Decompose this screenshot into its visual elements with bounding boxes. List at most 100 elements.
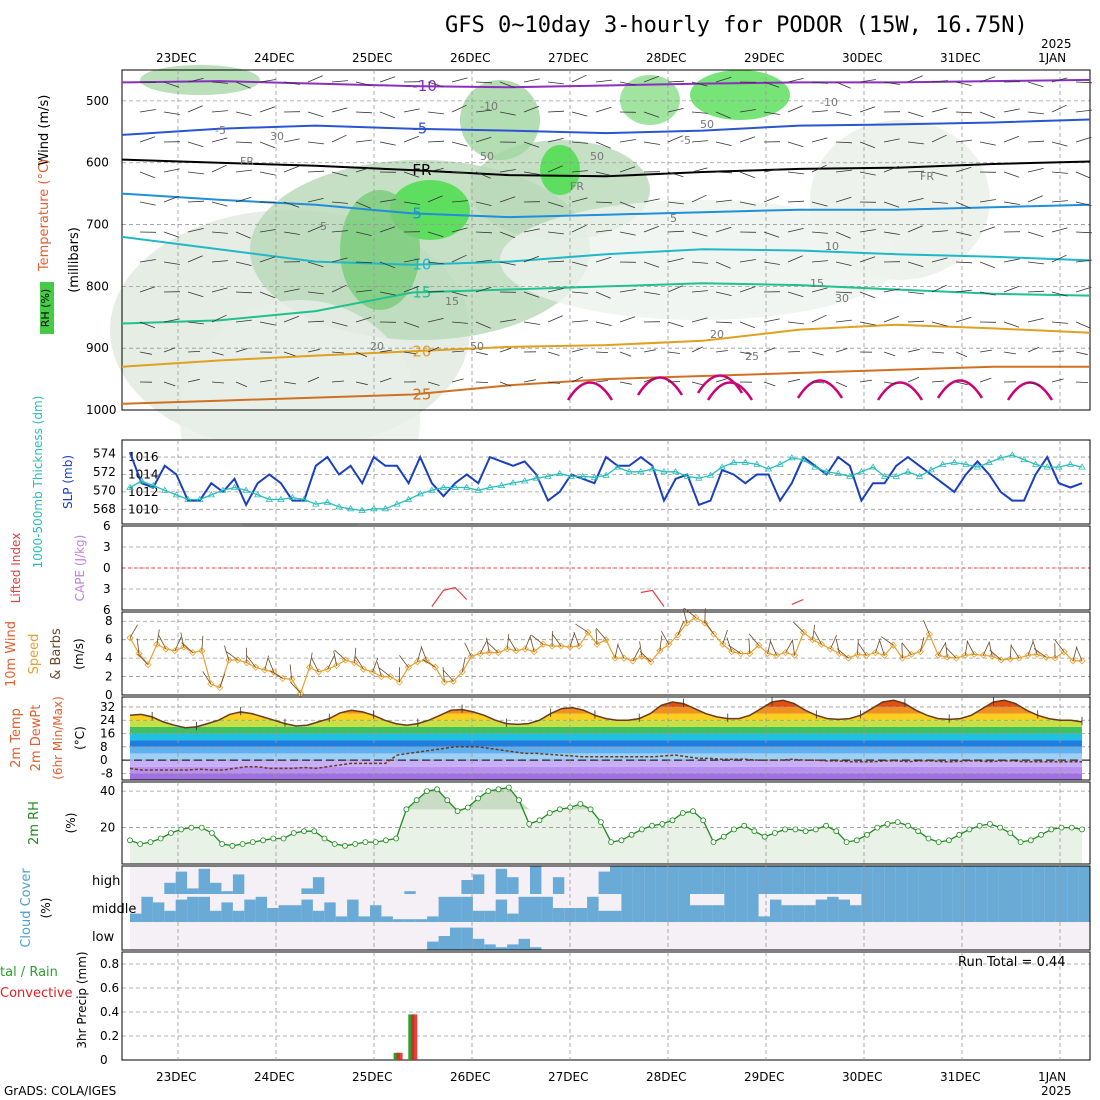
wind-barb [311, 658, 319, 673]
rh-point [1038, 831, 1044, 838]
cloud-empty [541, 922, 554, 950]
wind-barb [691, 140, 708, 143]
cloud-cell-high [404, 891, 417, 894]
wind-point [1024, 651, 1032, 659]
wind-barb [715, 321, 733, 324]
wind-barb [632, 647, 641, 662]
wind-barb [811, 137, 828, 143]
date-label-top: 28DEC [646, 51, 686, 65]
wind-barb [355, 201, 371, 209]
cloud-cell-middle [1055, 894, 1068, 922]
wind-point [395, 678, 403, 686]
isotherm-5 [121, 192, 1091, 219]
temp-band [130, 726, 1082, 734]
cloud-empty [484, 922, 497, 950]
wind-barb [235, 111, 252, 116]
cloud-empty [347, 922, 359, 950]
rh-point [782, 826, 788, 833]
wind-point [368, 668, 377, 676]
wind-barb [201, 635, 204, 651]
cloud-empty [335, 866, 348, 894]
rh-shading [500, 200, 900, 320]
temp-tick: 0 [100, 753, 108, 767]
rh-point [280, 835, 287, 842]
wind-barb [163, 381, 176, 387]
wind-barb [355, 261, 373, 264]
cloud-cell-middle [838, 899, 851, 922]
wind-barb [1051, 321, 1068, 324]
cloud-empty [278, 922, 291, 950]
date-label-bottom: 1JAN [1038, 1070, 1066, 1084]
wind-barb [907, 170, 925, 173]
wind-barb [211, 137, 228, 143]
cloud-cell-high [530, 866, 542, 894]
date-label-bottom: 24DEC [254, 1070, 294, 1084]
cloud-cell-high [301, 888, 314, 894]
wind-point [171, 647, 179, 655]
cloud-empty [1010, 922, 1022, 950]
wind-barb [883, 351, 896, 357]
wind-barb [715, 226, 732, 233]
cloud-cell-middle [758, 916, 771, 922]
wind-barb [1032, 639, 1038, 655]
rh-point [301, 828, 307, 835]
thickness-point [950, 458, 959, 465]
wind-barb [259, 141, 276, 149]
wind-barb [187, 321, 204, 325]
wind-barb [499, 231, 516, 239]
cloud-empty [381, 866, 394, 894]
cloud-empty [850, 922, 862, 950]
cloud-cell-high [678, 866, 691, 894]
rh-point [915, 828, 922, 835]
cloud-cell-middle [438, 896, 451, 922]
thickness-point [195, 495, 204, 502]
cloud-cell-middle [404, 919, 417, 922]
rh-point [423, 788, 430, 794]
wind-barb [677, 621, 685, 636]
cloud-cell-high [850, 866, 862, 894]
cloud-empty [598, 894, 611, 922]
wind-barb [792, 621, 804, 633]
wind-barb [571, 74, 587, 83]
cloud-empty [392, 894, 405, 922]
cloud-cell-middle [221, 902, 234, 922]
wind-barb [1027, 168, 1044, 173]
date-label-bottom: 26DEC [450, 1070, 490, 1084]
wind-barb [427, 261, 444, 265]
cloud-cell-low [530, 947, 542, 950]
thick-bg [122, 440, 1090, 524]
wind-barb [919, 637, 925, 652]
wind-barb [235, 348, 248, 353]
wind-barb [748, 633, 759, 646]
wind-barb [955, 201, 971, 209]
cloud-cell-high [701, 866, 714, 894]
wind-barb [289, 664, 293, 680]
rh-point [485, 788, 492, 794]
cloud-empty [964, 922, 977, 950]
temp-band [130, 733, 1082, 741]
cloud-empty [1055, 922, 1068, 950]
cloud-empty [1078, 922, 1091, 950]
wind-barb [979, 76, 996, 83]
li-tick: 6 [103, 519, 111, 533]
cloud-cell-high [861, 866, 874, 894]
wind-barb [931, 201, 948, 204]
cloud-empty [278, 866, 291, 894]
wind-barb [334, 649, 346, 661]
wind-barb [907, 376, 920, 383]
wind-barb [923, 620, 930, 635]
pressure-tick: 1000 [86, 403, 117, 417]
rh-point [853, 837, 860, 844]
cloud-cell-high [461, 880, 474, 894]
wind-barb [427, 231, 444, 238]
wind-barb [427, 140, 445, 143]
cloud-empty [141, 922, 154, 950]
wind-barb [403, 321, 420, 328]
cloud-cell-low [484, 944, 497, 950]
cloud-empty [644, 922, 657, 950]
cloud-empty [301, 922, 314, 950]
li-tick: 0 [103, 561, 111, 575]
thickness-point [497, 481, 506, 488]
wind-point [1069, 657, 1077, 665]
cloud-empty [370, 866, 382, 894]
